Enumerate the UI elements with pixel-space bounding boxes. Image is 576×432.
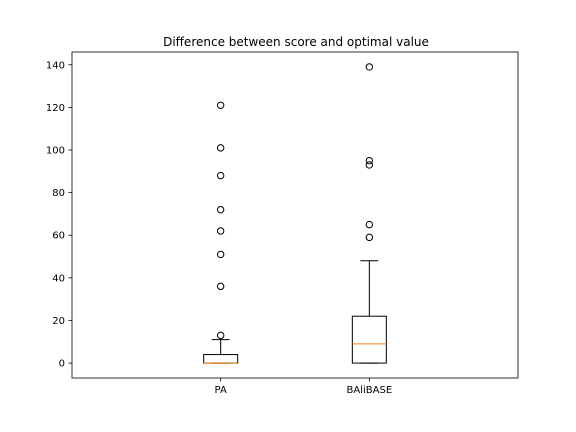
outlier-point <box>365 233 374 242</box>
y-tick-label: 100 <box>46 146 65 157</box>
y-tick-label: 20 <box>52 316 65 327</box>
y-tick-label: 80 <box>52 188 65 199</box>
outlier-point <box>216 250 225 259</box>
box-series <box>203 63 387 364</box>
outlier-point <box>216 144 225 152</box>
y-tick-label: 40 <box>52 273 65 284</box>
chart-title: Difference between score and optimal val… <box>163 35 429 49</box>
y-tick-label: 120 <box>46 103 65 114</box>
y-tick-label: 140 <box>46 60 65 71</box>
box-iqr <box>203 354 239 364</box>
outlier-point <box>365 161 374 169</box>
x-tick-label: PA <box>215 385 227 396</box>
outlier-point <box>216 101 225 109</box>
box-group-pa <box>203 101 239 364</box>
outlier-point <box>365 220 374 229</box>
outlier-point <box>365 156 374 165</box>
outlier-point <box>216 282 225 291</box>
outlier-point <box>216 171 225 180</box>
outlier-point <box>216 227 225 235</box>
x-axis: PA BAliBASE <box>215 378 393 396</box>
outlier-point <box>365 63 374 71</box>
y-tick-label: 0 <box>59 359 65 370</box>
outlier-point <box>216 205 225 214</box>
box-group-balibase <box>351 63 387 364</box>
plot-area-frame <box>71 51 519 379</box>
outlier-point <box>216 331 225 340</box>
y-tick-label: 60 <box>52 231 65 242</box>
x-tick-label: BAliBASE <box>347 385 393 396</box>
y-axis: 0 20 40 60 80 100 120 140 <box>46 60 72 370</box>
box-iqr <box>351 315 387 364</box>
